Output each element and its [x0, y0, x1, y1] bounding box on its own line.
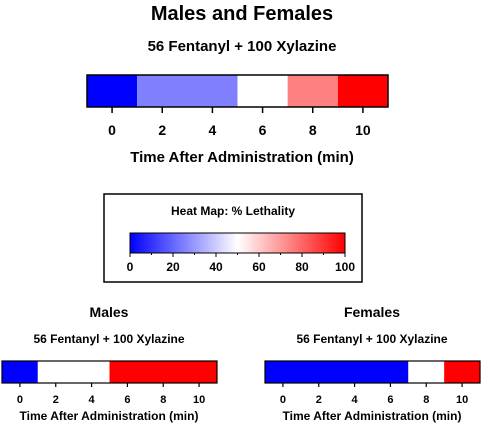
females-title: Females	[344, 304, 400, 320]
legend-tick-label-0: 0	[127, 260, 134, 274]
males-segment-0	[2, 361, 38, 383]
males-tick-label-8: 8	[160, 394, 166, 406]
main-segment-1	[137, 75, 238, 107]
males-segment-1	[37, 361, 110, 383]
main-segment-0	[87, 75, 138, 107]
main-subtitle: 56 Fentanyl + 100 Xylazine	[148, 38, 337, 55]
main-tick-label-2: 2	[158, 122, 166, 138]
males-subtitle: 56 Fentanyl + 100 Xylazine	[33, 332, 184, 346]
legend-tick-label-100: 100	[335, 260, 355, 274]
females-bar-border	[264, 360, 481, 384]
males-x-axis-label: Time After Administration (min)	[20, 409, 199, 423]
males-x-ticks: 0 2 4 6 8 10	[17, 383, 205, 406]
males-tick-label-0: 0	[17, 394, 23, 406]
females-tick-label-0: 0	[280, 394, 286, 406]
females-segment-0	[265, 361, 409, 383]
legend-title: Heat Map: % Lethality	[171, 204, 295, 218]
females-tick-label-4: 4	[352, 394, 359, 406]
main-tick-label-6: 6	[259, 122, 267, 138]
main-bar-border	[86, 74, 389, 108]
females-x-ticks: 0 2 4 6 8 10	[280, 383, 468, 406]
main-title: Males and Females	[151, 3, 333, 25]
lethality-legend: Heat Map: % Lethality 0 20 40 60 80 100	[103, 193, 363, 283]
males-title: Males	[90, 304, 129, 320]
main-segment-4	[337, 75, 388, 107]
males-bar	[1, 360, 218, 384]
legend-tick-label-80: 80	[295, 260, 309, 274]
males-tick-label-4: 4	[89, 394, 96, 406]
main-bar	[86, 74, 389, 108]
males-tick-label-10: 10	[193, 394, 205, 406]
main-heatmap: Males and Females 56 Fentanyl + 100 Xyla…	[86, 3, 389, 166]
females-segment-2	[444, 361, 480, 383]
main-tick-label-8: 8	[309, 122, 317, 138]
main-tick-label-10: 10	[355, 122, 371, 138]
legend-tick-label-40: 40	[209, 260, 223, 274]
main-segment-3	[287, 75, 338, 107]
males-heatmap: Males 56 Fentanyl + 100 Xylazine 0 2 4 6 8 10…	[1, 304, 218, 423]
main-tick-label-0: 0	[108, 122, 116, 138]
females-tick-label-2: 2	[316, 394, 322, 406]
main-x-axis-label: Time After Administration (min)	[130, 149, 354, 166]
females-subtitle: 56 Fentanyl + 100 Xylazine	[296, 332, 447, 346]
females-tick-label-8: 8	[423, 394, 429, 406]
females-segment-1	[408, 361, 445, 383]
legend-colorbar	[129, 232, 346, 254]
males-bar-border	[1, 360, 218, 384]
males-tick-label-6: 6	[124, 394, 130, 406]
main-x-ticks: 0 2 4 6 8 10	[108, 107, 371, 138]
legend-ticks: 0 20 40 60 80 100	[127, 253, 355, 274]
males-segment-2	[109, 361, 217, 383]
females-heatmap: Females 56 Fentanyl + 100 Xylazine 0 2 4 6 8…	[264, 304, 481, 423]
legend-tick-label-60: 60	[252, 260, 266, 274]
females-bar	[264, 360, 481, 384]
females-x-axis-label: Time After Administration (min)	[283, 409, 462, 423]
main-segment-2	[237, 75, 288, 107]
females-tick-label-10: 10	[456, 394, 468, 406]
main-tick-label-4: 4	[209, 122, 217, 138]
females-tick-label-6: 6	[387, 394, 393, 406]
legend-tick-label-20: 20	[166, 260, 180, 274]
males-tick-label-2: 2	[53, 394, 59, 406]
